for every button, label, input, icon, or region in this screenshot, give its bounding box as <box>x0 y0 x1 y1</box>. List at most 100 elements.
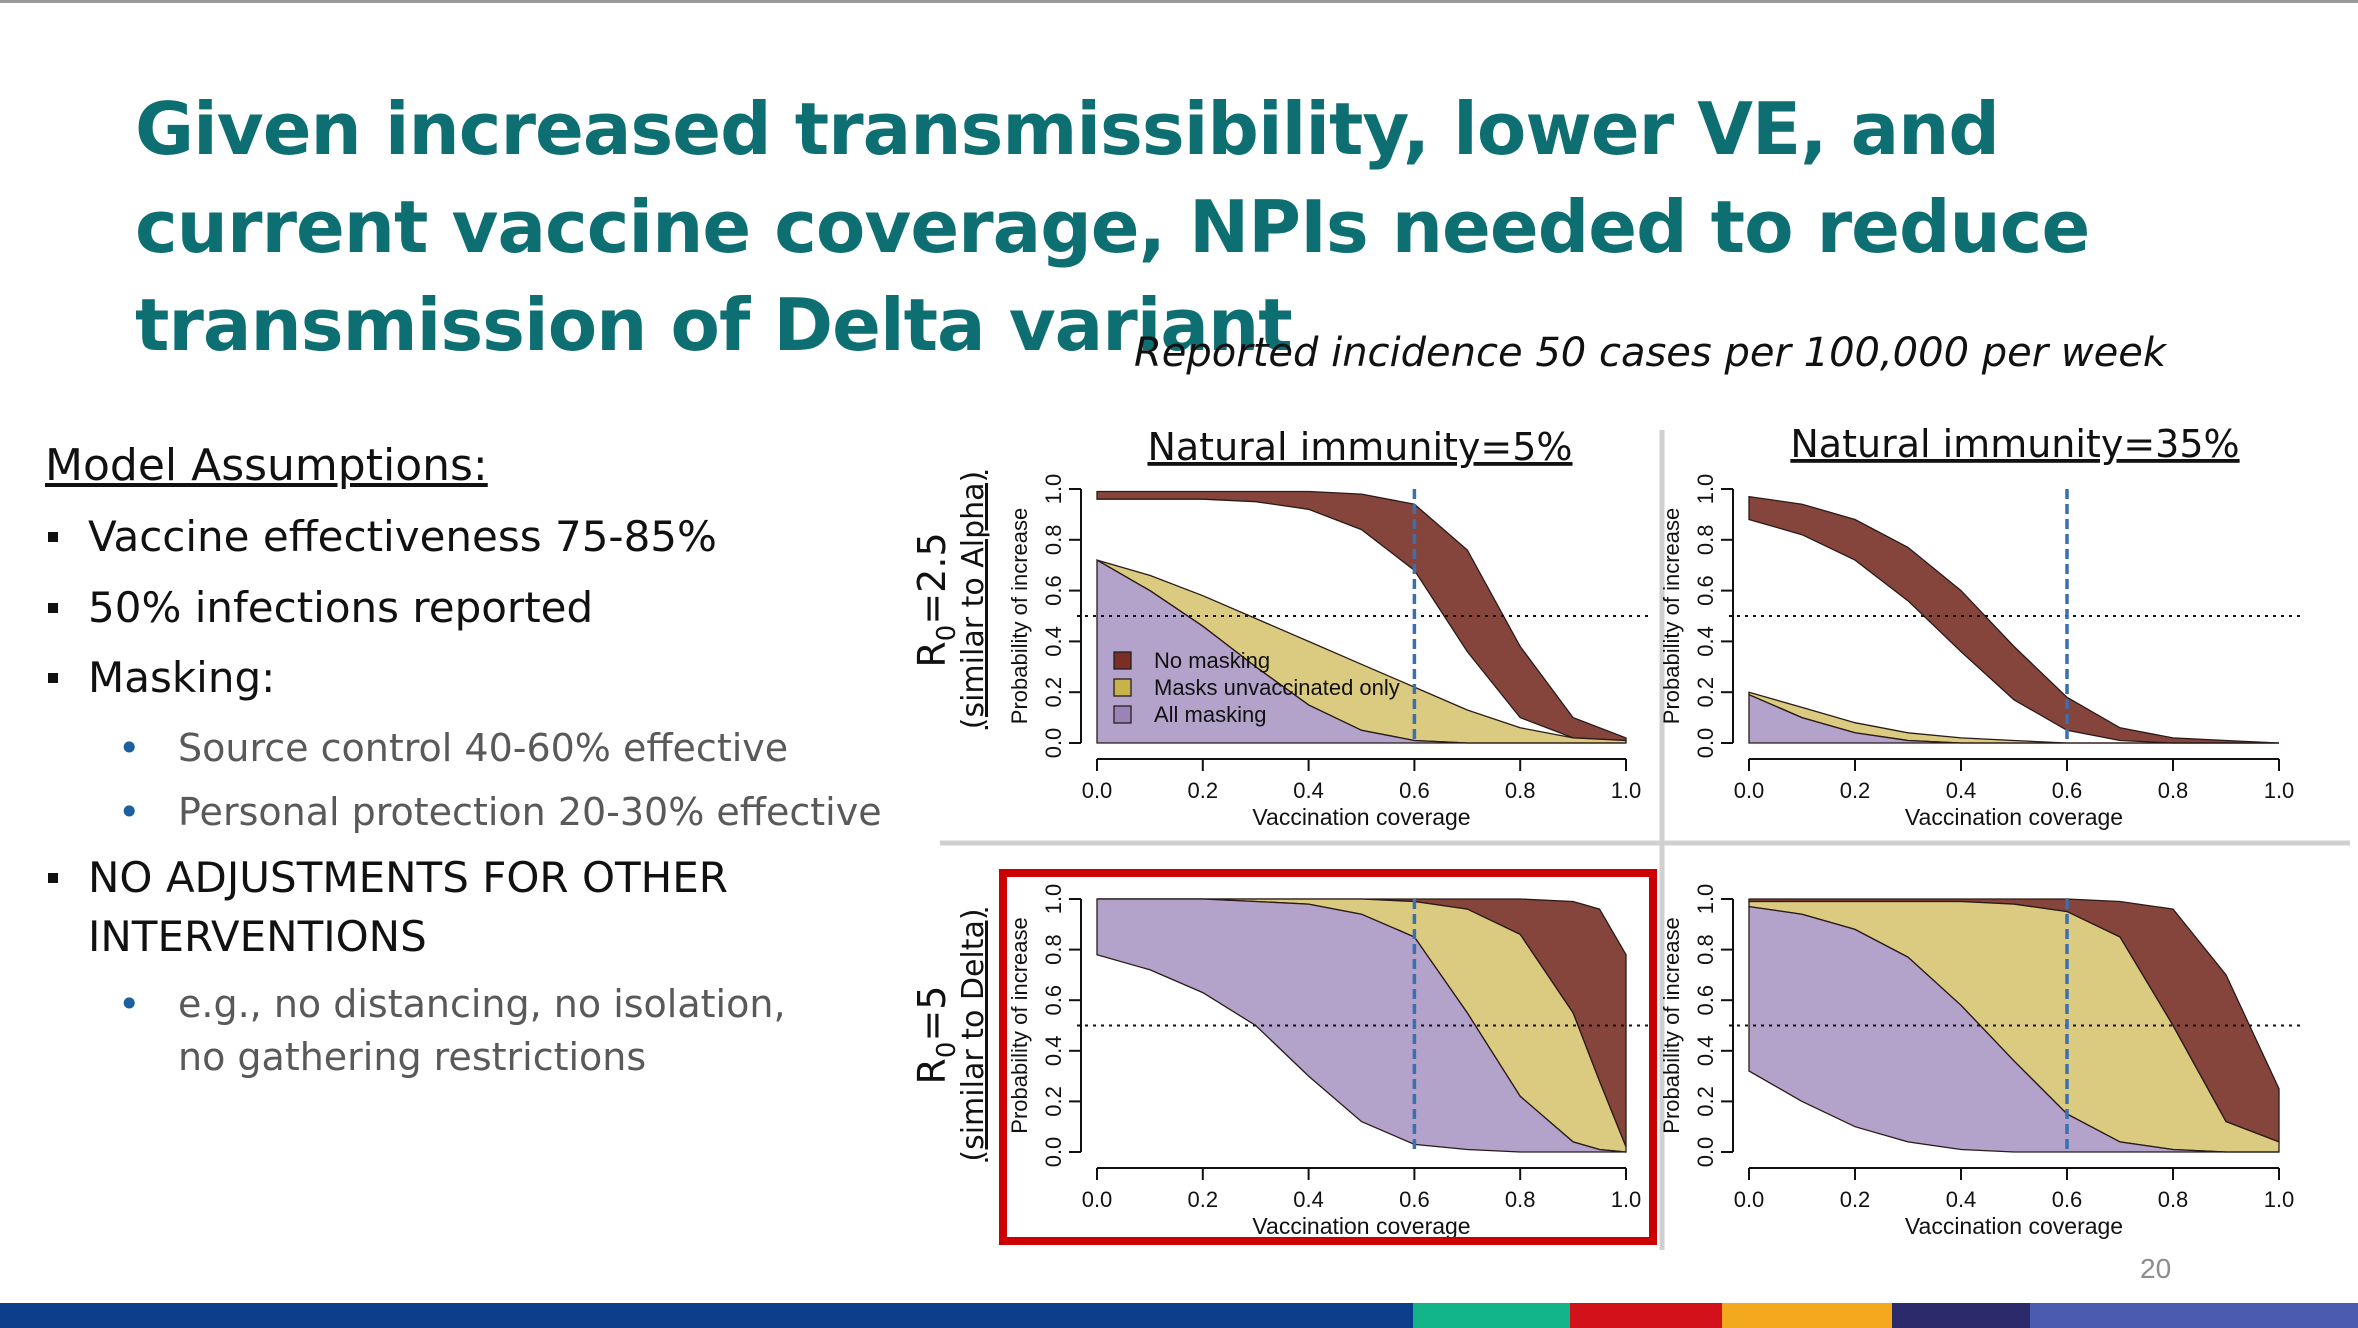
band-all-masking <box>1096 558 1626 744</box>
x-tick-label: 0.6 <box>2052 778 2083 803</box>
y-tick-label: 1.0 <box>1693 474 1718 505</box>
bullet-infections-reported: 50% infections reported <box>48 583 593 632</box>
sub-bullet-source-control: • Source control 40-60% effective <box>118 722 788 774</box>
row-title-subscript: 0 <box>932 1042 962 1059</box>
slide-title: Given increased transmissibility, lower … <box>135 87 2090 367</box>
panel-1-1: 0.0 0.2 0.4 0.6 0.8 1.0 0.0 0.2 0.4 0.6 0.8 1.0 Vacc… <box>1659 884 2301 1239</box>
row-title-r0-2.5: R0=2.5 (similar to Alpha) <box>910 471 991 729</box>
bullet-marker <box>48 873 58 883</box>
y-axis-label: Probability of increase <box>1659 917 1684 1133</box>
row-title-prefix: R <box>910 641 954 667</box>
page-number: 20 <box>2140 1253 2172 1284</box>
top-rule <box>0 0 2358 3</box>
y-tick-label: 1.0 <box>1041 884 1066 915</box>
x-axis-label: Vaccination coverage <box>1905 804 2123 830</box>
x-tick-label: 0.8 <box>2158 1187 2189 1212</box>
sub-bullet-marker: • <box>118 982 141 1026</box>
y-tick-label: 0.8 <box>1693 934 1718 965</box>
x-tick-label: 0.4 <box>1946 1187 1977 1212</box>
column-title: Natural immunity=35% <box>1790 422 2239 466</box>
x-tick-label: 1.0 <box>2264 778 2295 803</box>
x-tick-label: 0.2 <box>1840 1187 1871 1212</box>
y-tick-label: 0.8 <box>1041 934 1066 965</box>
chart-panels: 0.0 0.2 0.4 0.6 0.8 1.0 0.0 0.2 0.4 0.6 0.8 1.0 Vacc… <box>1007 474 2301 1239</box>
x-tick-label: 0.8 <box>1505 778 1536 803</box>
sub-bullet-marker: • <box>118 790 141 834</box>
sub-bullet-gathering: no gathering restrictions <box>178 1031 646 1083</box>
y-axis-label: Probability of increase <box>1007 917 1032 1133</box>
bullet-interventions: INTERVENTIONS <box>88 912 427 961</box>
sub-bullet-personal-protection: • Personal protection 20-30% effective <box>118 786 882 838</box>
x-tick-label: 1.0 <box>1611 778 1642 803</box>
row-title-suffix: =5 <box>910 986 954 1042</box>
band-all-masking <box>1748 693 2279 744</box>
x-tick-label: 0.2 <box>1188 1187 1219 1212</box>
x-tick-label: 0.2 <box>1840 778 1871 803</box>
row-title-note: (similar to Delta) <box>956 908 991 1161</box>
highlight-box <box>999 869 1657 1245</box>
column-title: Natural immunity=5% <box>1147 425 1572 469</box>
bullet-vaccine-effectiveness: Vaccine effectiveness 75-85% <box>48 512 717 561</box>
legend-label: No masking <box>1154 648 1270 673</box>
legend-label: All masking <box>1154 702 1266 727</box>
bullet-text: INTERVENTIONS <box>88 912 427 961</box>
footer-segment <box>1570 1303 1722 1328</box>
sub-bullet-eg: • e.g., no distancing, no isolation, <box>118 978 786 1030</box>
row-title-suffix: =2.5 <box>910 532 954 624</box>
legend-swatch <box>1113 678 1132 697</box>
y-tick-label: 0.2 <box>1041 1086 1066 1117</box>
y-tick-label: 0.4 <box>1693 1036 1718 1067</box>
x-tick-label: 0.0 <box>1082 1187 1113 1212</box>
x-tick-label: 0.6 <box>2052 1187 2083 1212</box>
footer-segment <box>700 1303 1413 1328</box>
legend-label: Masks unvaccinated only <box>1154 675 1400 700</box>
bullet-no-adjustments: NO ADJUSTMENTS FOR OTHER <box>48 853 728 902</box>
footer-segment <box>1413 1303 1570 1328</box>
y-tick-label: 0.6 <box>1693 985 1718 1016</box>
x-tick-label: 0.4 <box>1293 1187 1324 1212</box>
y-tick-label: 0.8 <box>1041 525 1066 556</box>
sub-bullet-marker: • <box>118 726 141 770</box>
y-tick-label: 0.0 <box>1693 1137 1718 1168</box>
panel-0-1: 0.0 0.2 0.4 0.6 0.8 1.0 0.0 0.2 0.4 0.6 0.8 1.0 Vacc… <box>1659 474 2301 830</box>
x-axis-label: Vaccination coverage <box>1252 1213 1470 1239</box>
legend-swatch <box>1113 705 1132 724</box>
bullet-marker <box>48 532 58 542</box>
y-axis-label: Probability of increase <box>1659 508 1684 724</box>
bullet-masking: Masking: <box>48 653 276 702</box>
y-tick-label: 0.6 <box>1041 985 1066 1016</box>
y-tick-label: 0.2 <box>1693 677 1718 708</box>
band-all-masking <box>1096 898 1627 1153</box>
sub-bullet-text: no gathering restrictions <box>178 1035 647 1079</box>
legend-swatch <box>1113 651 1132 670</box>
footer-segment <box>1722 1303 1892 1328</box>
x-tick-label: 0.4 <box>1293 778 1324 803</box>
x-tick-label: 0.8 <box>2158 778 2189 803</box>
sub-bullet-text: Personal protection 20-30% effective <box>178 790 882 834</box>
x-tick-label: 0.0 <box>1734 1187 1765 1212</box>
x-tick-label: 1.0 <box>2264 1187 2295 1212</box>
x-tick-label: 0.6 <box>1399 1187 1430 1212</box>
row-title-main: R0=2.5 <box>910 532 962 667</box>
y-tick-label: 0.4 <box>1041 1036 1066 1067</box>
footer-segment <box>1892 1303 2030 1328</box>
band-no-masking <box>1748 495 2280 744</box>
x-tick-label: 0.4 <box>1946 778 1977 803</box>
y-tick-label: 1.0 <box>1041 474 1066 505</box>
row-title-prefix: R <box>910 1058 954 1084</box>
x-axis-label: Vaccination coverage <box>1905 1213 2123 1239</box>
x-tick-label: 0.2 <box>1188 778 1219 803</box>
chart-subtitle: Reported incidence 50 cases per 100,000 … <box>1133 330 2166 376</box>
bullet-text: Masking: <box>88 653 276 702</box>
y-tick-label: 0.8 <box>1693 525 1718 556</box>
x-tick-label: 0.8 <box>1505 1187 1536 1212</box>
x-tick-label: 0.6 <box>1399 778 1430 803</box>
footer-segment <box>2030 1303 2358 1328</box>
y-tick-label: 0.2 <box>1041 677 1066 708</box>
x-tick-label: 0.0 <box>1082 778 1113 803</box>
sub-bullet-text: e.g., no distancing, no isolation, <box>178 982 786 1026</box>
y-tick-label: 1.0 <box>1693 884 1718 915</box>
y-axis-label: Probability of increase <box>1007 508 1032 724</box>
